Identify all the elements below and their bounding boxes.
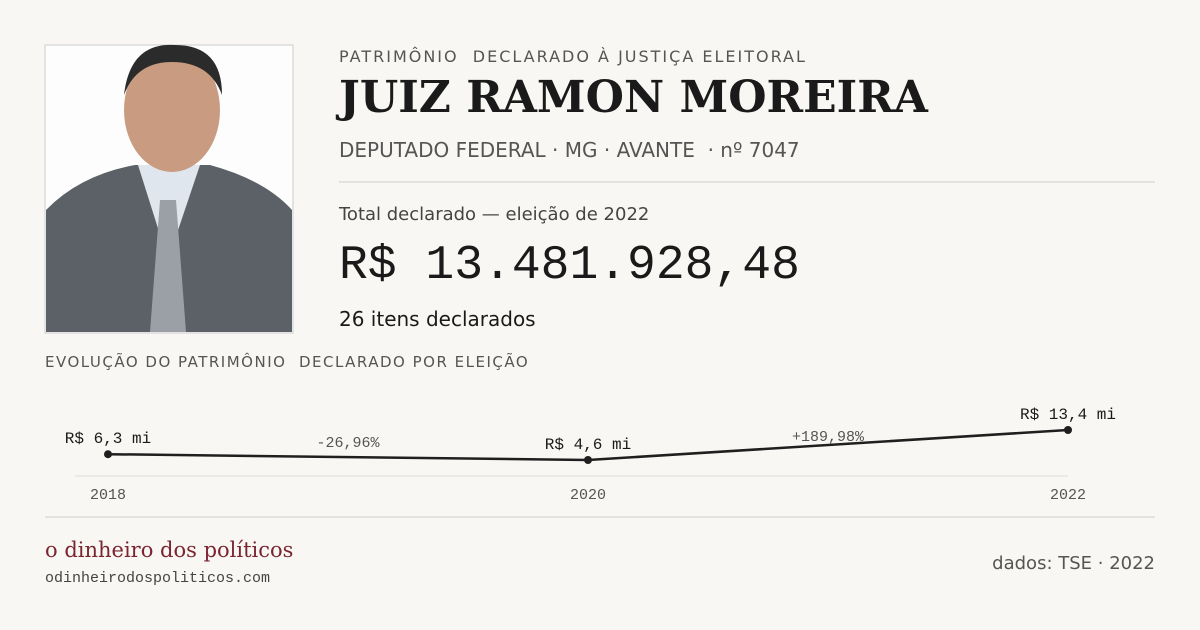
total-amount: R$ 13.481.928,48 <box>339 239 800 293</box>
total-label: Total declarado — eleição de 2022 <box>338 204 649 225</box>
change-label: +189,98% <box>792 429 865 446</box>
value-label: R$ 6,3 mi <box>65 430 151 448</box>
change-label: -26,96% <box>316 435 380 452</box>
photo-face <box>124 48 220 172</box>
x-tick-label: 2018 <box>90 487 126 504</box>
url: odinheirodospoliticos.com <box>45 570 270 587</box>
brand: o dinheiro dos políticos <box>45 538 293 562</box>
kicker: PATRIMÔNIO DECLARADO À JUSTIÇA ELEITORAL <box>339 47 807 66</box>
chart-title: EVOLUÇÃO DO PATRIMÔNIO DECLARADO POR ELE… <box>45 352 529 371</box>
items: 26 itens declarados <box>339 307 536 331</box>
point <box>584 456 592 464</box>
value-label: R$ 4,6 mi <box>545 436 631 454</box>
point <box>1064 426 1072 434</box>
value-label: R$ 13,4 mi <box>1020 406 1116 424</box>
photo-tie <box>150 200 186 332</box>
x-tick-label: 2022 <box>1050 487 1086 504</box>
photo <box>44 44 294 334</box>
point <box>104 450 112 459</box>
name: JUIZ RAMON MOREIRA <box>335 72 929 123</box>
source: dados: TSE · 2022 <box>992 553 1155 574</box>
subtitle: DEPUTADO FEDERAL · MG · AVANTE · nº 7047 <box>339 138 800 162</box>
x-tick-label: 2020 <box>570 487 606 504</box>
photo-hair <box>124 44 222 95</box>
